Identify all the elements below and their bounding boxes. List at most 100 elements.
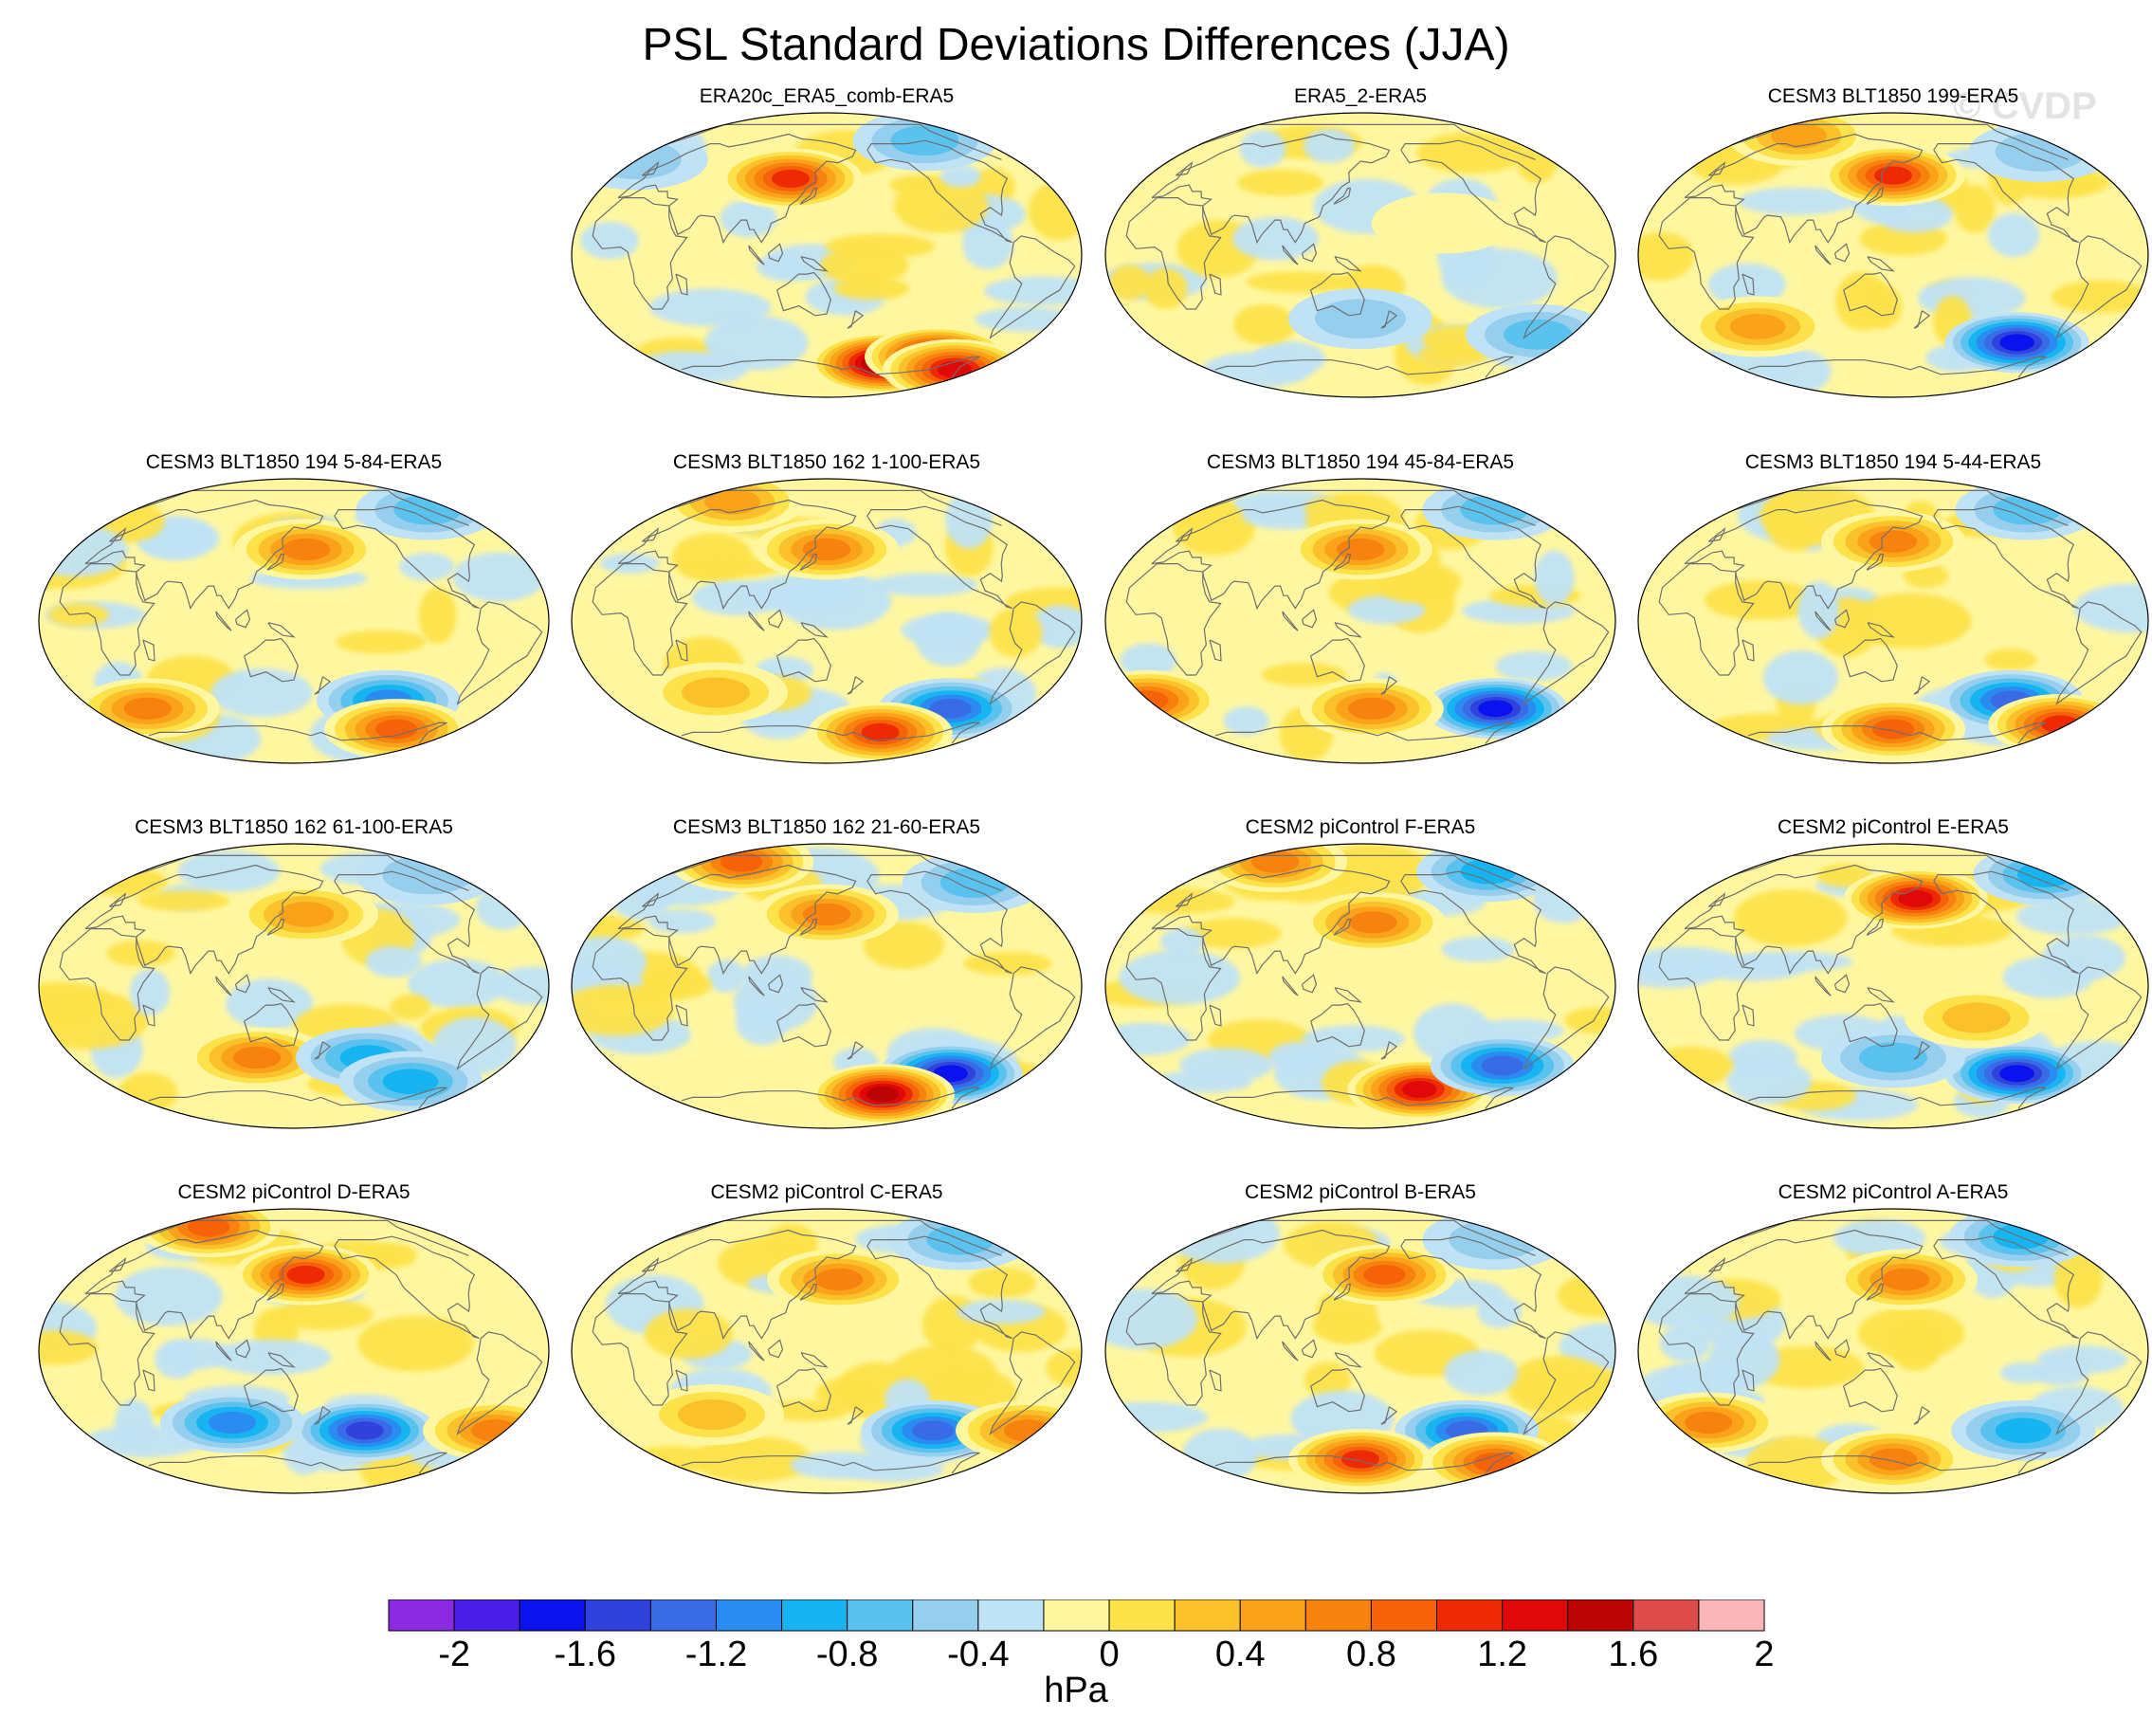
coastline: [1209, 1004, 1222, 1027]
coastline: [866, 139, 1012, 244]
anomaly-patch: [1495, 650, 1573, 682]
colorbar-swatch: [453, 1599, 520, 1632]
anomaly-patch: [735, 998, 789, 1046]
coastline: [748, 611, 765, 631]
coastline: [1334, 256, 1362, 272]
panel-title: CESM3 BLT1850 162 1-100-ERA5: [672, 451, 981, 473]
anomaly-patch: [2053, 1250, 2103, 1308]
anomaly-patch: [399, 552, 455, 581]
hotspot-contour: [282, 538, 331, 561]
coastline: [1708, 527, 1726, 542]
anomaly-patch: [1347, 594, 1426, 625]
map-panel: CESM3 BLT1850 194 5-84-ERA5: [28, 451, 559, 778]
colorbar-swatch: [912, 1599, 979, 1632]
coastline: [866, 505, 1012, 610]
map-outline: [1637, 478, 2149, 764]
coastline: [1833, 974, 1851, 994]
hotspot-contour: [1871, 719, 1915, 740]
coastline: [1400, 139, 1546, 244]
hotspot-contour: [720, 851, 763, 872]
coastline: [1310, 637, 1365, 683]
anomaly-patch: [2041, 935, 2126, 981]
coastline: [125, 489, 469, 526]
panel-title: CESM3 BLT1850 194 5-84-ERA5: [145, 451, 443, 473]
colorbar-swatch: [847, 1599, 914, 1632]
anomaly-patch: [1707, 1331, 1780, 1388]
coastline: [1724, 854, 2069, 891]
coastline: [800, 256, 829, 272]
hotspot-contour: [912, 1420, 955, 1441]
map-outline: [571, 1208, 1083, 1494]
hotspot-contour: [590, 139, 682, 180]
coastline: [1913, 676, 1931, 695]
coastline: [1747, 356, 2047, 378]
coastline: [1815, 245, 1832, 265]
panel-title: CESM3 BLT1850 194 45-84-ERA5: [1206, 451, 1515, 473]
hotspot-contour: [939, 867, 1009, 898]
coastline: [989, 1331, 1076, 1435]
coastline: [1933, 870, 2079, 975]
coastline: [1843, 637, 1898, 683]
anomaly-patch: [1304, 1361, 1352, 1398]
panel-title: CESM3 BLT1850 199-ERA5: [1767, 85, 2019, 107]
coastline: [1301, 243, 1318, 263]
coastline: [2055, 966, 2143, 1070]
coastline: [1334, 622, 1362, 638]
map: [571, 112, 1083, 398]
anomaly-patch: [1302, 1025, 1406, 1052]
coastline: [767, 1339, 784, 1359]
anomaly-patch: [572, 936, 647, 988]
coastline: [1724, 489, 2069, 526]
coastline: [799, 553, 818, 571]
anomaly-patch: [137, 890, 230, 912]
colorbar-swatch: [1043, 1599, 1110, 1632]
anomaly-patch: [757, 252, 817, 282]
coastline: [125, 1219, 469, 1256]
colorbar-tick-label: -2: [438, 1635, 470, 1674]
colorbar-swatch: [1108, 1599, 1176, 1632]
map-outline: [1104, 1208, 1616, 1494]
coastline: [1933, 139, 2079, 244]
coastline: [1523, 601, 1610, 705]
anomaly-patch: [1182, 1428, 1258, 1482]
anomaly-patch: [1564, 1007, 1615, 1034]
colorbar-tick-label: -1.2: [684, 1635, 748, 1674]
coastline: [799, 1283, 818, 1301]
colorbar-tick-label: -1.6: [554, 1635, 617, 1674]
coastline: [1742, 1004, 1755, 1027]
coastline: [267, 622, 296, 638]
panel-title: CESM3 BLT1850 194 5-44-ERA5: [1744, 451, 2042, 473]
coastline: [1125, 1293, 1222, 1406]
hotspot-contour: [1251, 850, 1300, 873]
coastline: [767, 243, 784, 263]
coastline: [1380, 676, 1398, 695]
map-panel: CESM3 BLT1850 194 45-84-ERA5: [1095, 451, 1626, 778]
coastline: [1523, 235, 1610, 339]
anomaly-patch: [580, 221, 639, 260]
coastline: [800, 1352, 829, 1368]
coastline: [847, 310, 865, 329]
colorbar-swatch: [1436, 1599, 1504, 1632]
map: [38, 1208, 550, 1494]
hotspot-contour: [1371, 192, 1516, 254]
coastline: [2055, 1331, 2143, 1435]
hotspot-contour: [232, 1046, 282, 1069]
coastline: [642, 1257, 660, 1272]
coastline: [1333, 918, 1352, 936]
coastline: [675, 1369, 688, 1392]
map-panel: CESM2 piControl C-ERA5: [561, 1181, 1092, 1508]
coastline: [1301, 609, 1318, 629]
coastline: [1192, 1219, 1536, 1256]
anomaly-patch: [777, 571, 892, 630]
coastline: [1708, 892, 1726, 907]
anomaly-patch: [2033, 1359, 2090, 1386]
coastline: [1867, 256, 1895, 272]
coastline: [748, 1341, 765, 1361]
map-panel: CESM2 piControl B-ERA5: [1095, 1181, 1626, 1508]
coastline: [1310, 1002, 1365, 1048]
coastline: [776, 271, 831, 317]
panel-title: CESM2 piControl F-ERA5: [1245, 816, 1476, 838]
map: [1637, 112, 2149, 398]
map-outline: [38, 1208, 550, 1494]
coastline: [1380, 1406, 1398, 1425]
